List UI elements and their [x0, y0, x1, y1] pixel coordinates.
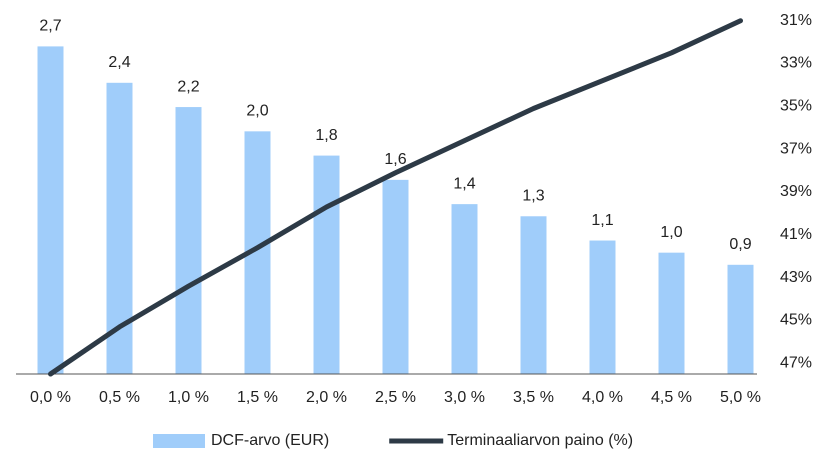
data-label: 0,9 [729, 236, 751, 253]
data-label: 2,4 [108, 54, 130, 71]
data-label: 1,1 [591, 212, 613, 229]
bar [313, 155, 340, 374]
data-label: 1,3 [522, 187, 544, 204]
bar [451, 204, 478, 374]
y2-tick-label: 47% [780, 355, 812, 372]
data-label: 1,8 [315, 127, 337, 144]
legend-label: Terminaaliarvon paino (%) [447, 432, 633, 449]
x-tick-label: 0,0 % [30, 389, 71, 406]
bar [382, 179, 409, 374]
x-tick-label: 0,5 % [99, 389, 140, 406]
data-label: 1,0 [660, 224, 682, 241]
y2-tick-label: 39% [780, 183, 812, 200]
x-tick-label: 3,5 % [513, 389, 554, 406]
x-tick-label: 1,5 % [237, 389, 278, 406]
data-label: 2,0 [246, 103, 268, 120]
data-label: 1,4 [453, 175, 475, 192]
y2-tick-label: 33% [780, 55, 812, 72]
data-label: 2,2 [177, 78, 199, 95]
x-tick-label: 1,0 % [168, 389, 209, 406]
data-label: 1,6 [384, 151, 406, 168]
line [48, 18, 743, 377]
x-tick-label: 3,0 % [444, 389, 485, 406]
x-tick-label: 2,0 % [306, 389, 347, 406]
y2-tick-label: 35% [780, 98, 812, 115]
legend-swatch [153, 434, 205, 448]
bar [175, 107, 202, 375]
y2-tick-label: 43% [780, 269, 812, 286]
bar [520, 216, 547, 374]
bar [727, 264, 754, 374]
x-tick-label: 5,0 % [720, 389, 761, 406]
x-tick-label: 2,5 % [375, 389, 416, 406]
bar [658, 252, 685, 374]
y2-tick-label: 31% [780, 12, 812, 29]
x-tick-label: 4,5 % [651, 389, 692, 406]
y2-tick-label: 41% [780, 226, 812, 243]
y2-tick-label: 45% [780, 312, 812, 329]
bar [589, 240, 616, 374]
data-label: 2,7 [39, 18, 61, 35]
x-tick-label: 4,0 % [582, 389, 623, 406]
legend-label: DCF-arvo (EUR) [211, 432, 329, 449]
bar [37, 46, 64, 375]
y2-tick-label: 37% [780, 140, 812, 157]
